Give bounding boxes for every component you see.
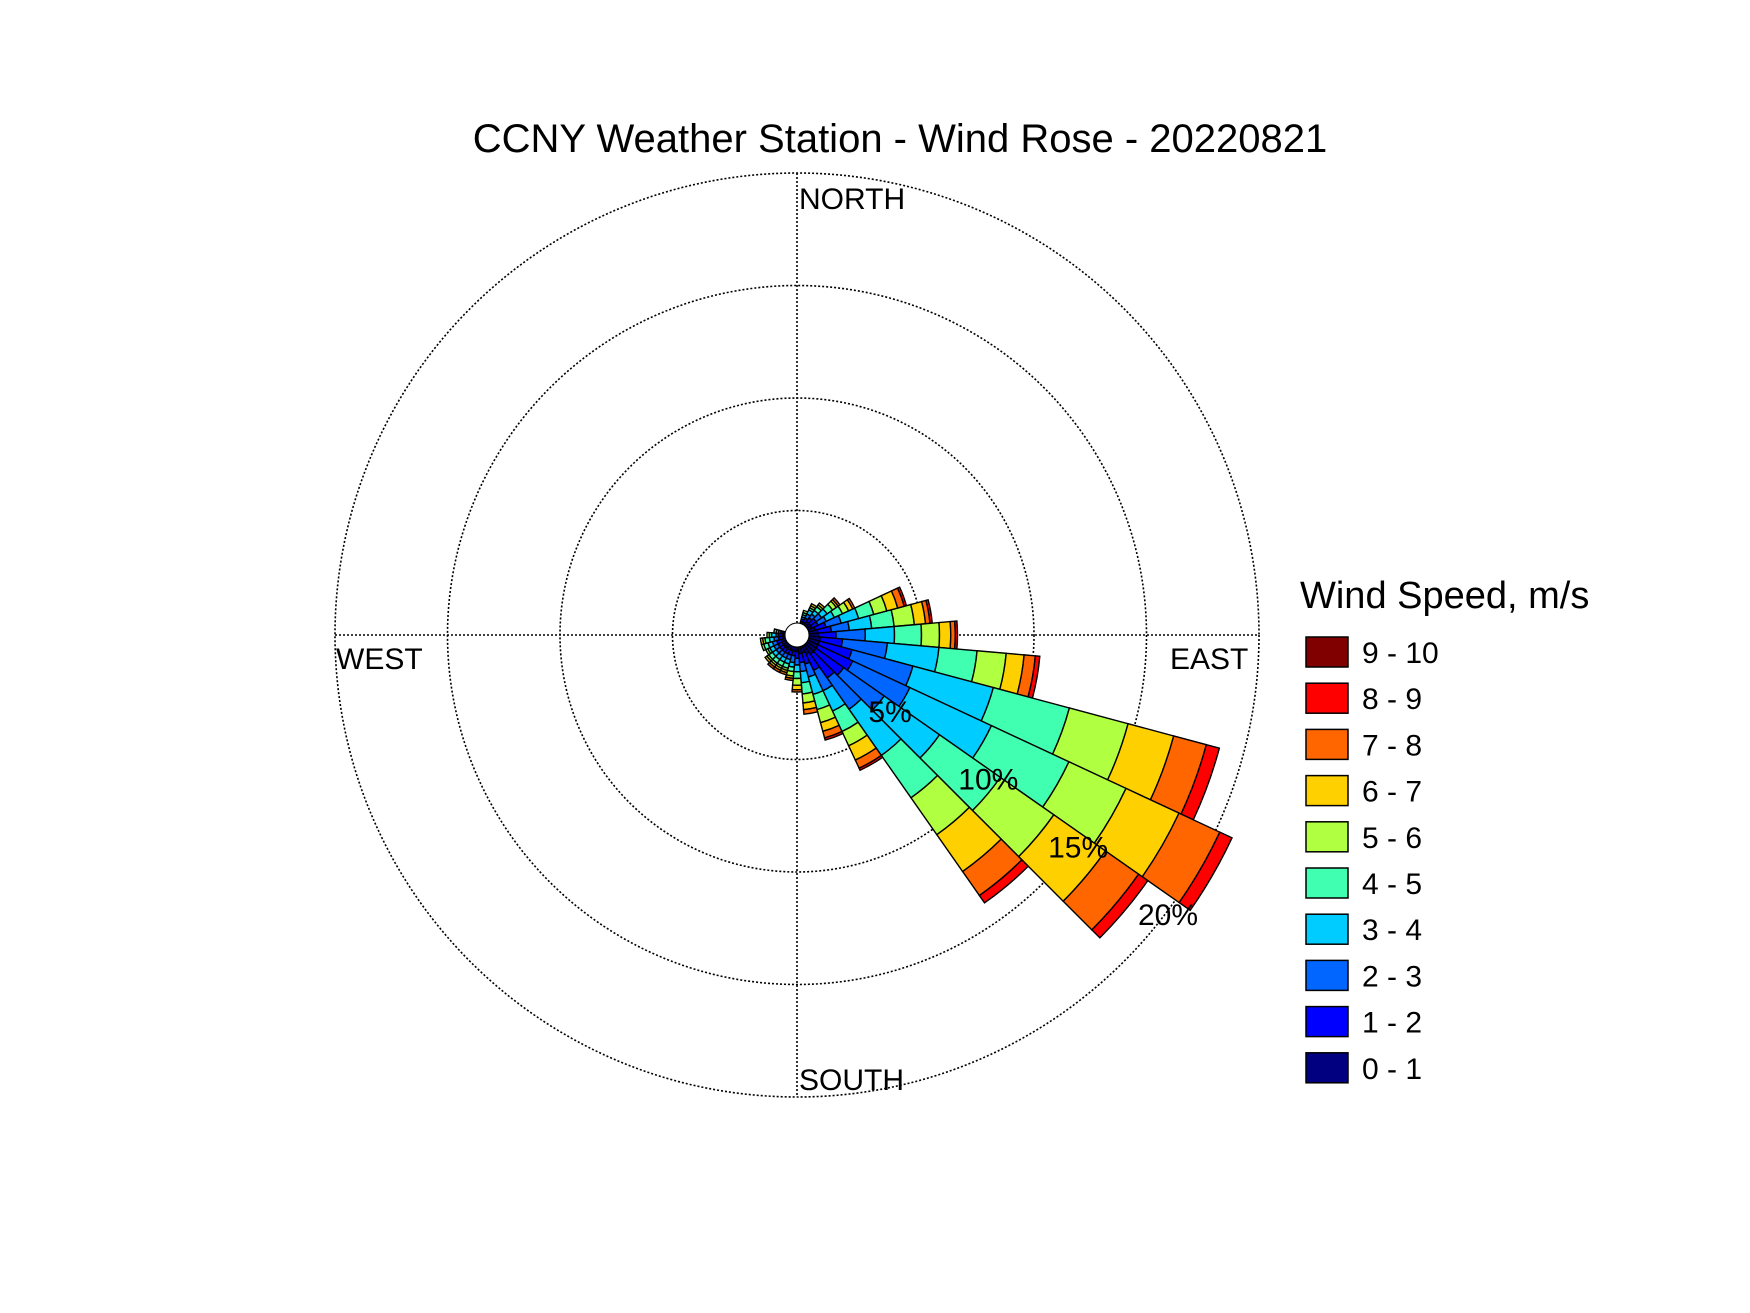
legend-swatch	[1305, 1005, 1349, 1038]
wedge-segment	[896, 586, 908, 608]
wedge-segment	[938, 620, 952, 650]
wedge-segment	[823, 730, 844, 741]
direction-label-south: SOUTH	[799, 1064, 904, 1097]
direction-label-west: WEST	[336, 643, 423, 676]
wedge-segment	[1178, 831, 1233, 912]
legend-swatch	[1305, 959, 1349, 992]
radial-tick-label: 10%	[958, 764, 1018, 797]
wedge-segment	[766, 631, 771, 639]
wedge-segment	[893, 623, 923, 647]
wedge-segment	[773, 628, 778, 634]
wedge-segment	[764, 655, 773, 664]
legend-item-label: 1 - 2	[1362, 1007, 1422, 1040]
wedge-segment	[791, 677, 803, 686]
legend-item-label: 0 - 1	[1362, 1053, 1422, 1086]
wedge-segment	[784, 676, 794, 682]
legend: Wind Speed, m/s 9 - 10 8 - 9 7 - 8 6 - 7 5 -…	[1300, 575, 1589, 1086]
wedge-segment	[920, 621, 941, 649]
direction-label-east: EAST	[1170, 643, 1248, 676]
wedge-segment	[1090, 873, 1149, 939]
wedge-segment	[858, 754, 884, 772]
legend-item-label: 5 - 6	[1362, 822, 1422, 855]
legend-swatch	[1305, 728, 1349, 761]
legend-swatch	[1305, 774, 1349, 807]
legend-item-label: 4 - 5	[1362, 868, 1422, 901]
radial-tick-label: 5%	[868, 696, 911, 729]
wedge-segment	[802, 706, 819, 715]
wedge-segment	[953, 620, 959, 650]
wedge-segment	[978, 858, 1030, 904]
legend-item-label: 8 - 9	[1362, 683, 1422, 716]
chart-title: CCNY Weather Station - Wind Rose - 20220…	[473, 117, 1328, 161]
radial-tick-label: 15%	[1048, 831, 1108, 864]
wedge-segment	[766, 661, 776, 670]
wind-sectors	[759, 586, 1233, 939]
direction-label-north: NORTH	[799, 183, 905, 216]
center-hole	[784, 622, 810, 648]
legend-swatch	[1305, 867, 1349, 899]
legend-item-label: 2 - 3	[1362, 960, 1422, 993]
legend-item-label: 7 - 8	[1362, 729, 1422, 762]
legend-title: Wind Speed, m/s	[1300, 575, 1589, 617]
wedge-segment	[791, 688, 803, 693]
radial-tick-label: 20%	[1138, 899, 1198, 932]
legend-swatch	[1305, 913, 1349, 945]
legend-swatch	[1305, 1052, 1349, 1084]
legend-swatch	[1305, 821, 1349, 853]
radial-tick-labels: 5% 10% 15% 20%	[868, 696, 1198, 932]
legend-item-label: 9 - 10	[1362, 637, 1439, 670]
legend-swatch	[1305, 682, 1349, 714]
legend-swatch	[1305, 636, 1349, 668]
legend-item-label: 6 - 7	[1362, 776, 1422, 809]
wedge-segment	[759, 637, 765, 646]
legend-item-label: 3 - 4	[1362, 914, 1422, 947]
